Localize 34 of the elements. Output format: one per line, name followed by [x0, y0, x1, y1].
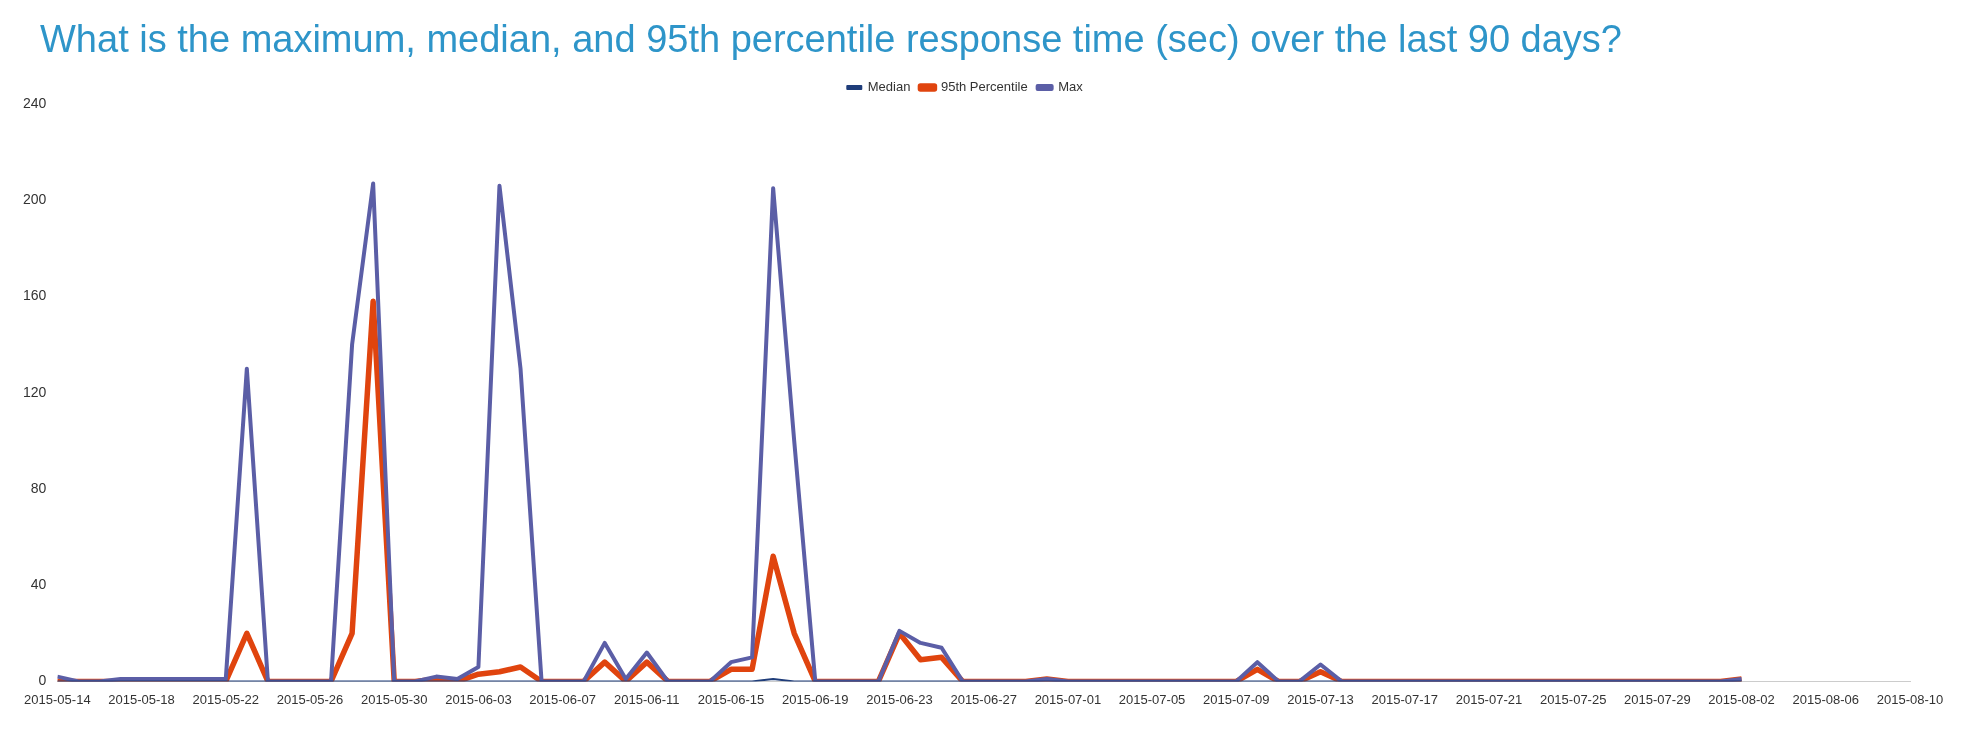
y-tick-label: 0 [38, 672, 47, 689]
x-tick-label: 2015-07-21 [1455, 691, 1523, 707]
y-tick-label: 240 [23, 94, 47, 111]
x-tick-label: 2015-05-22 [192, 691, 260, 707]
x-tick-label: 2015-07-13 [1287, 691, 1354, 707]
x-tick-label: 2015-08-10 [1876, 691, 1944, 707]
y-tick-label: 80 [30, 479, 47, 496]
y-tick-label: 40 [30, 576, 47, 593]
x-tick-label: 2015-07-17 [1371, 691, 1438, 707]
x-tick-label: 2015-06-03 [445, 691, 512, 707]
x-tick-label: 2015-05-30 [360, 691, 428, 707]
x-tick-label: 2015-06-23 [866, 691, 933, 707]
x-tick-label: 2015-06-27 [950, 691, 1017, 707]
x-tick-label: 2015-06-15 [697, 691, 765, 707]
legend-label: Median [867, 79, 911, 95]
x-tick-label: 2015-05-14 [24, 691, 91, 707]
legend-label: 95th Percentile [940, 79, 1028, 95]
x-tick-label: 2015-08-02 [1708, 691, 1775, 707]
legend-label: Max [1058, 79, 1084, 95]
y-tick-label: 160 [23, 287, 47, 304]
x-tick-label: 2015-08-06 [1792, 691, 1860, 707]
x-tick-label: 2015-06-07 [529, 691, 596, 707]
x-tick-label: 2015-06-19 [782, 691, 849, 707]
x-tick-label: 2015-06-11 [614, 691, 680, 707]
y-tick-label: 200 [23, 191, 47, 208]
x-tick-label: 2015-07-01 [1034, 691, 1102, 707]
x-tick-label: 2015-07-05 [1118, 691, 1186, 707]
x-tick-label: 2015-05-18 [108, 691, 175, 707]
y-tick-label: 120 [23, 383, 47, 400]
x-tick-label: 2015-07-29 [1624, 691, 1691, 707]
x-tick-label: 2015-07-09 [1203, 691, 1270, 707]
chart-title: What is the maximum, median, and 95th percentile response time (sec) over the last 90 days? [40, 18, 1623, 61]
x-tick-label: 2015-07-25 [1539, 691, 1607, 707]
x-tick-label: 2015-05-26 [276, 691, 344, 707]
